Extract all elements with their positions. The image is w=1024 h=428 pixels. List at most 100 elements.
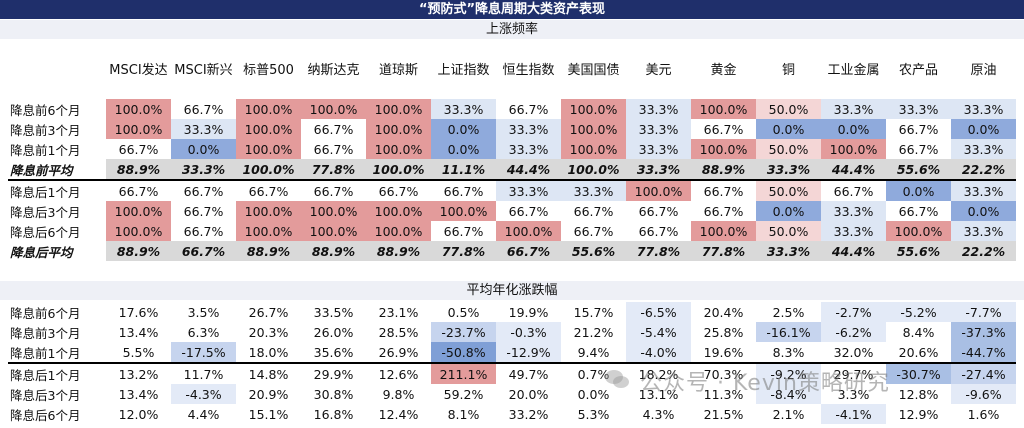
column-header: 纳斯达克 <box>307 62 360 78</box>
table-cell: 50.0% <box>756 139 821 159</box>
table-cell: 18.2% <box>626 362 691 384</box>
table-cell: 33.3% <box>496 179 561 201</box>
table-cell: -44.7% <box>951 342 1016 363</box>
column-header: 农产品 <box>898 62 938 78</box>
header-row: MSCI发达 MSCI新兴 标普500 纳斯达克 道琼斯 上证指数 恒生指数 美国国债 美元 黄金… <box>8 41 1016 99</box>
table-cell: 26.7% <box>236 302 301 322</box>
table-cell: -12.9% <box>496 342 561 363</box>
table-row: 降息前3个月 100.0% 33.3% 100.0% 66.7% 100.0% 0.0% 33… <box>8 119 1016 139</box>
table-cell: 66.7% <box>496 241 561 261</box>
row-label: 降息前1个月 <box>10 345 81 361</box>
table-cell: 13.2% <box>106 362 171 384</box>
table-cell: 33.3% <box>496 139 561 159</box>
table-cell: 77.8% <box>301 159 366 180</box>
table-cell: 88.9% <box>106 241 171 261</box>
table-cell: 88.9% <box>301 241 366 261</box>
table-row: 降息前1个月 66.7% 0.0% 100.0% 66.7% 100.0% 0.0% 33.3… <box>8 139 1016 159</box>
table-cell: 100.0% <box>561 119 626 139</box>
table-cell: 50.0% <box>756 179 821 201</box>
table-cell: 77.8% <box>431 241 496 261</box>
table-cell: 33.3% <box>496 119 561 139</box>
column-header: 美国国债 <box>567 62 620 78</box>
table-cell: 0.0% <box>756 119 821 139</box>
table-cell: 8.1% <box>431 404 496 424</box>
table-cell: 49.7% <box>496 362 561 384</box>
column-header: 工业金属 <box>827 62 880 78</box>
table-cell: 100.0% <box>821 139 886 159</box>
table-cell: 100.0% <box>366 119 431 139</box>
table-cell: -23.7% <box>431 322 496 342</box>
table-cell: 12.4% <box>366 404 431 424</box>
row-label: 降息后3个月 <box>10 387 81 403</box>
table-cell: 16.8% <box>301 404 366 424</box>
table-cell: 33.3% <box>561 179 626 201</box>
table-cell: 11.7% <box>171 362 236 384</box>
table-cell: -9.2% <box>756 362 821 384</box>
table-cell: 20.3% <box>236 322 301 342</box>
table-cell: 6.3% <box>171 322 236 342</box>
table-row: 降息后1个月 66.7% 66.7% 66.7% 66.7% 66.7% 66.7% 33.3… <box>8 179 1016 201</box>
table-cell: 100.0% <box>366 201 431 221</box>
table-cell: 66.7% <box>301 179 366 201</box>
row-label: 降息后平均 <box>10 244 73 260</box>
table-cell: 12.8% <box>886 384 951 404</box>
table-cell: 0.7% <box>561 362 626 384</box>
table-cell: 59.2% <box>431 384 496 404</box>
table-cell: 100.0% <box>366 159 431 180</box>
table-cell: 0.0% <box>756 201 821 221</box>
table-cell: -27.4% <box>951 362 1016 384</box>
table-cell: 33.3% <box>626 99 691 119</box>
table-cell: 66.7% <box>561 201 626 221</box>
table-cell: 88.9% <box>366 241 431 261</box>
page-title: “预防式”降息周期大类资产表现 <box>0 0 1024 19</box>
table-cell: 66.7% <box>496 201 561 221</box>
table-cell: 50.0% <box>756 221 821 241</box>
table-cell: 0.0% <box>171 139 236 159</box>
table-cell: 12.0% <box>106 404 171 424</box>
table-cell: 28.5% <box>366 322 431 342</box>
table-cell: 100.0% <box>496 221 561 241</box>
table-cell: 22.2% <box>951 159 1016 180</box>
table-cell: 44.4% <box>496 159 561 180</box>
column-header: 道琼斯 <box>378 62 418 78</box>
table-cell: 66.7% <box>691 179 756 201</box>
table-cell: 33.3% <box>821 201 886 221</box>
table-cell: 100.0% <box>236 159 301 180</box>
table-cell: 100.0% <box>106 119 171 139</box>
table-cell: -9.6% <box>951 384 1016 404</box>
table-cell: 4.3% <box>626 404 691 424</box>
table-row: 降息后3个月 13.4% -4.3% 20.9% 30.8% 9.8% 59.2% 20.0%… <box>8 384 1016 404</box>
table-cell: 66.7% <box>821 179 886 201</box>
row-label: 降息前6个月 <box>10 102 81 118</box>
frequency-table: MSCI发达 MSCI新兴 标普500 纳斯达克 道琼斯 上证指数 恒生指数 美国国债 美元 黄金… <box>8 41 1016 261</box>
table-cell: 66.7% <box>886 201 951 221</box>
row-label: 降息前6个月 <box>10 305 81 321</box>
table-cell: -6.2% <box>821 322 886 342</box>
column-header: 上证指数 <box>437 62 490 78</box>
table-cell: 33.3% <box>951 179 1016 201</box>
table-cell: 12.6% <box>366 362 431 384</box>
table-row: 降息后6个月 100.0% 66.7% 100.0% 100.0% 100.0% 66.7%… <box>8 221 1016 241</box>
table-cell: 9.8% <box>366 384 431 404</box>
table-cell: 100.0% <box>236 201 301 221</box>
table-cell: 33.2% <box>496 404 561 424</box>
table-cell: 0.0% <box>821 119 886 139</box>
table-cell: 55.6% <box>886 159 951 180</box>
table-cell: 0.0% <box>431 119 496 139</box>
table-cell: 33.3% <box>431 99 496 119</box>
table-cell: 8.4% <box>886 322 951 342</box>
table-cell: 33.3% <box>756 241 821 261</box>
table-cell: 66.7% <box>691 201 756 221</box>
table-cell: 33.3% <box>821 221 886 241</box>
table-cell: 18.0% <box>236 342 301 363</box>
table-cell: 66.7% <box>171 99 236 119</box>
row-label: 降息前3个月 <box>10 122 81 138</box>
table-cell: 32.0% <box>821 342 886 363</box>
table-cell: 33.5% <box>301 302 366 322</box>
table-cell: 77.8% <box>626 241 691 261</box>
table-cell: 2.5% <box>756 302 821 322</box>
table-cell: 33.3% <box>171 159 236 180</box>
watermark: 公众号 · Kevin策略研究 <box>640 371 890 396</box>
table-cell: 100.0% <box>366 221 431 241</box>
table-cell: 100.0% <box>236 99 301 119</box>
